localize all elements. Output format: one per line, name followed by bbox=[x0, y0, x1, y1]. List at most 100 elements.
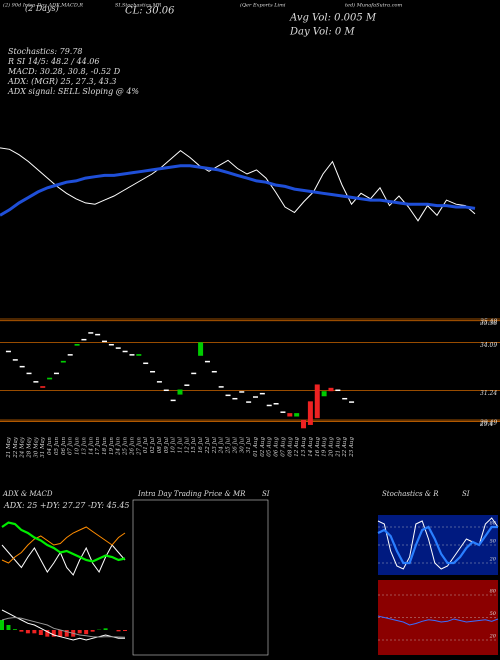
x-tick-label: 25 Jul bbox=[226, 437, 232, 454]
histogram-bar bbox=[84, 630, 89, 635]
candle bbox=[81, 338, 87, 341]
candle bbox=[314, 384, 320, 419]
x-tick-label: 23 Aug bbox=[349, 437, 355, 458]
histogram-bar bbox=[103, 628, 108, 630]
candle bbox=[12, 359, 18, 361]
y-tick-label: 35.38 bbox=[480, 320, 497, 327]
annotation: (Qer Exports Limi bbox=[240, 2, 286, 9]
panel-subtitle: SI bbox=[262, 490, 270, 498]
candle bbox=[191, 372, 197, 375]
candle bbox=[26, 372, 32, 375]
x-tick-label: 14 Jun bbox=[88, 437, 94, 455]
annotation: (2) 90d Intra-Day ADX,MACD,R bbox=[3, 2, 83, 9]
candle bbox=[5, 350, 11, 353]
x-tick-label: 31 Jul bbox=[246, 437, 252, 453]
candle bbox=[102, 340, 108, 343]
y-tick-label: 29.4 bbox=[479, 421, 494, 428]
panel-title: ADX & MACD bbox=[2, 490, 53, 498]
x-tick-label: 04 Jun bbox=[47, 437, 53, 455]
candle bbox=[143, 362, 149, 365]
x-tick-label: 22 Jul bbox=[205, 437, 211, 454]
x-tick-label: 27 Jun bbox=[136, 437, 142, 456]
annotation: MACD: 30.28, 30.8, -0.52 D bbox=[7, 67, 121, 76]
x-tick-label: 02 Aug bbox=[260, 437, 266, 457]
y-tick-label: 50 bbox=[490, 611, 497, 617]
series-line bbox=[1, 609, 125, 641]
histogram-bar bbox=[90, 630, 95, 632]
x-tick-label: 17 Jun bbox=[95, 437, 101, 455]
panel-title: Intra Day Trading Price & MR bbox=[137, 490, 246, 498]
x-tick-label: 24 Jul bbox=[219, 437, 225, 454]
candle bbox=[232, 397, 238, 400]
candle bbox=[280, 411, 286, 413]
candle bbox=[225, 394, 231, 397]
histogram-bar bbox=[45, 630, 50, 637]
series-line bbox=[1, 521, 126, 563]
histogram-bar bbox=[38, 630, 43, 635]
candle bbox=[328, 387, 334, 392]
histogram-bar bbox=[32, 630, 37, 634]
candle bbox=[170, 399, 176, 402]
annotation: Day Vol: 0 M bbox=[289, 27, 355, 38]
y-tick-label: 80 bbox=[490, 521, 497, 527]
x-tick-label: 28 May bbox=[27, 436, 33, 459]
y-tick-label: 35.48 bbox=[480, 319, 497, 326]
histogram-bar bbox=[19, 630, 24, 632]
candle bbox=[177, 389, 183, 395]
y-tick-label: 31.24 bbox=[480, 390, 497, 397]
candle bbox=[108, 343, 114, 346]
candle bbox=[95, 333, 101, 336]
x-tick-label: 07 Aug bbox=[280, 437, 286, 457]
x-tick-label: 10 Jun bbox=[75, 437, 81, 455]
x-tick-label: 21 May bbox=[6, 436, 12, 459]
panel-subtitle: SI bbox=[462, 490, 470, 498]
x-tick-label: 09 Jul bbox=[164, 437, 170, 453]
x-tick-label: 19 Jun bbox=[109, 437, 115, 455]
y-tick-label: 29.49 bbox=[479, 420, 497, 427]
x-tick-label: 01 Jul bbox=[143, 437, 149, 453]
histogram-bar bbox=[51, 630, 56, 637]
candle bbox=[342, 397, 348, 400]
y-tick-label: 34.09 bbox=[480, 342, 497, 349]
x-tick-label: 15 Jul bbox=[191, 437, 197, 453]
x-tick-label: 18 Jun bbox=[102, 437, 108, 455]
x-tick-label: 25 Jun bbox=[123, 437, 129, 456]
candle bbox=[246, 401, 252, 403]
x-tick-label: 13 Aug bbox=[301, 437, 307, 457]
candle bbox=[88, 332, 94, 334]
annotation: ADX: (MGR) 25, 27.3, 43.3 bbox=[7, 77, 117, 86]
candle bbox=[33, 381, 39, 383]
x-tick-label: 02 Jul bbox=[150, 437, 156, 453]
annotation: (2 Days) bbox=[25, 4, 59, 13]
series-line bbox=[1, 616, 126, 638]
histogram-bar bbox=[0, 620, 4, 630]
candle bbox=[198, 342, 204, 356]
candle bbox=[266, 404, 272, 407]
histogram-bar bbox=[123, 630, 127, 631]
histogram-bar bbox=[12, 629, 17, 630]
x-tick-label: 05 Jun bbox=[54, 437, 60, 455]
candle bbox=[156, 381, 162, 383]
candle bbox=[307, 401, 313, 425]
candle bbox=[60, 360, 66, 363]
annotation: SI,Stochastics,MR bbox=[115, 3, 162, 9]
adx-values: ADX: 25 +DY: 27.27 -DY: 45.45 bbox=[3, 501, 130, 510]
histogram-bar bbox=[77, 630, 82, 634]
candle bbox=[204, 360, 210, 363]
annotation: ted) MunafaSutra.com bbox=[345, 2, 403, 9]
candle bbox=[335, 389, 341, 392]
x-tick-label: 22 May bbox=[13, 436, 19, 459]
candle bbox=[259, 392, 265, 395]
x-tick-label: 19 Aug bbox=[322, 437, 328, 457]
candle bbox=[47, 377, 53, 380]
candle bbox=[136, 354, 142, 356]
x-tick-label: 01 Aug bbox=[253, 437, 259, 457]
x-tick-label: 30 Jul bbox=[239, 437, 245, 453]
x-tick-label: 08 Jul bbox=[157, 437, 163, 453]
x-tick-label: 06 Jun bbox=[61, 437, 67, 455]
x-tick-label: 13 Jun bbox=[81, 437, 87, 455]
x-tick-label: 07 Jun bbox=[68, 437, 74, 455]
candle bbox=[211, 370, 217, 373]
x-tick-label: 08 Aug bbox=[287, 437, 293, 457]
